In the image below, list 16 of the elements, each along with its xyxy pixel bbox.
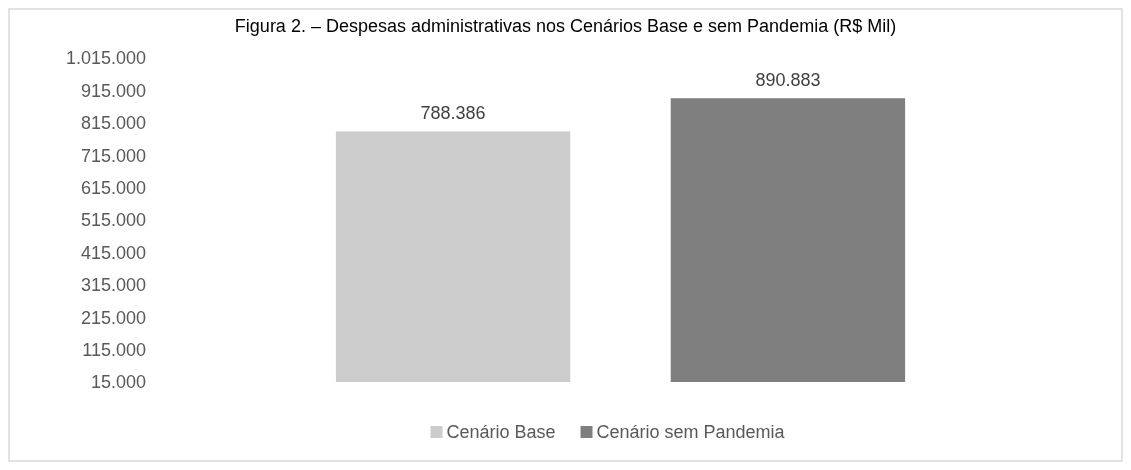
y-tick-label: 315.000 [80,275,146,296]
legend-label: Cenário Base [446,422,556,443]
y-tick-label: 515.000 [80,210,146,231]
y-tick-label: 415.000 [80,242,146,263]
y-tick-label: 815.000 [80,113,146,134]
y-tick-label: 1.015.000 [65,48,146,69]
data-label: 788.386 [420,103,486,124]
y-tick-label: 215.000 [80,307,146,328]
chart-title: Figura 2. – Despesas administrativas nos Cenários Base e sem Pandemia (R$ Mil) [234,16,897,36]
data-label: 890.883 [755,70,821,91]
legend-label: Cenário sem Pandemia [596,422,786,443]
y-tick-label: 915.000 [80,80,146,101]
y-tick-label: 15.000 [90,372,146,393]
y-tick-label: 615.000 [80,177,146,198]
y-tick-label: 115.000 [82,339,146,360]
y-tick-label: 715.000 [80,145,146,166]
